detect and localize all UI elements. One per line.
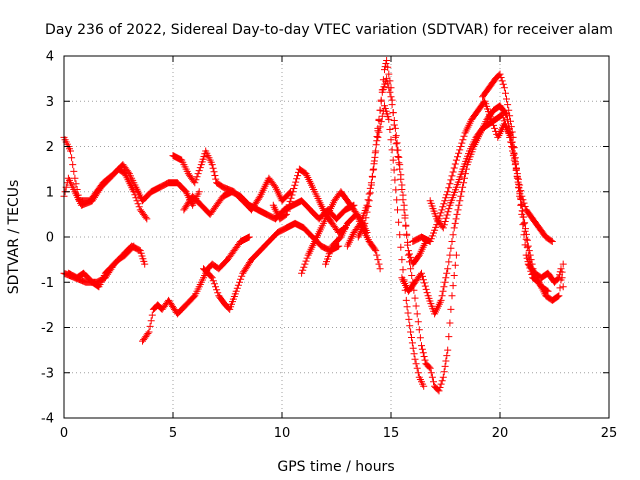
plus-markers: [64, 242, 138, 291]
series-prn-6: [200, 219, 343, 313]
y-tick-label: 3: [46, 95, 54, 110]
y-tick-label: -3: [41, 366, 54, 381]
axis-tick-labels: 0 5 10 15 20 25 -4 -3 -2 -1 0 1 2 3 4: [41, 50, 617, 442]
series-prn-4: [64, 242, 138, 291]
chart-title: Day 236 of 2022, Sidereal Day-to-day VTE…: [45, 22, 613, 38]
y-tick-label: 1: [46, 185, 54, 200]
y-tick-label: -4: [41, 412, 54, 427]
x-tick-label: 5: [169, 426, 177, 441]
x-tick-label: 25: [601, 426, 618, 441]
plus-markers: [139, 233, 253, 345]
y-axis-label: SDTVAR / TECUs: [6, 180, 22, 295]
series-prn-9: [269, 165, 349, 236]
axis-ticks: [63, 55, 610, 419]
plus-markers: [354, 75, 460, 395]
x-axis-label: GPS time / hours: [277, 459, 394, 475]
x-tick-label: 15: [383, 426, 400, 441]
series-prn-5: [139, 233, 253, 345]
y-tick-label: 0: [46, 231, 54, 246]
y-tick-label: 4: [46, 50, 54, 65]
series-prn-13: [354, 75, 460, 395]
y-tick-label: 2: [46, 140, 54, 155]
x-tick-label: 0: [60, 426, 68, 441]
plus-markers: [269, 165, 349, 236]
y-tick-label: -1: [41, 276, 54, 291]
x-tick-label: 10: [274, 426, 291, 441]
series-prn-19: [524, 260, 567, 291]
x-tick-label: 20: [492, 426, 509, 441]
plus-markers: [180, 188, 358, 223]
series-prn-8: [180, 188, 358, 223]
plus-markers: [524, 260, 567, 291]
y-tick-label: -2: [41, 321, 54, 336]
plus-markers: [200, 219, 343, 313]
